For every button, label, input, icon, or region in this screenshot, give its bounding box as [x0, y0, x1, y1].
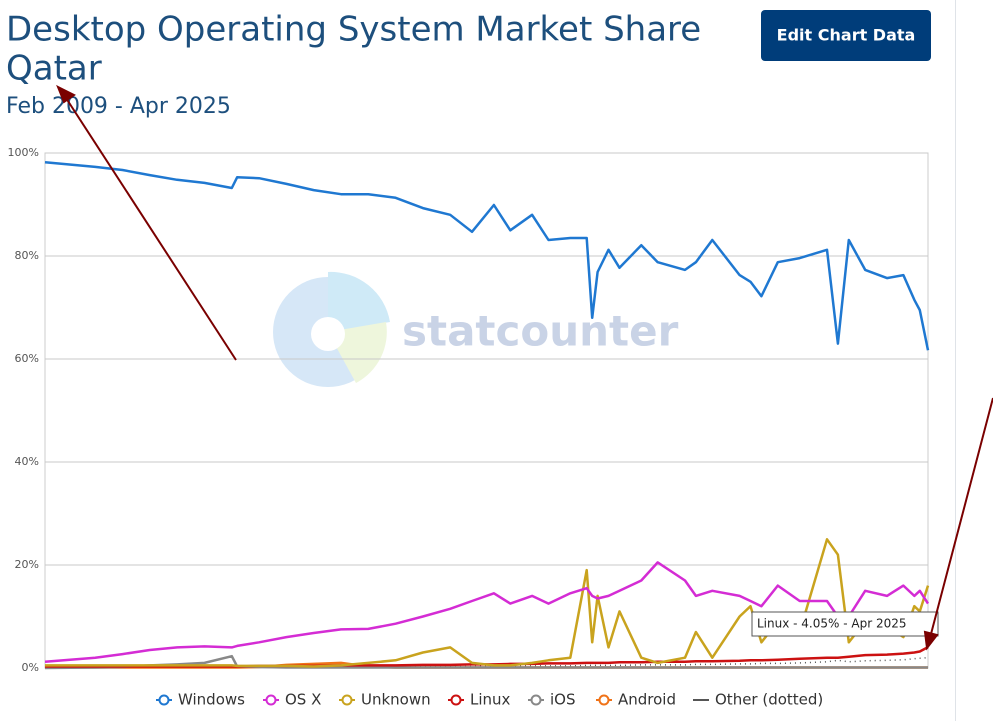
- y-tick-label: 100%: [8, 146, 39, 159]
- watermark-text: statcounter: [402, 307, 679, 356]
- y-tick-label: 0%: [22, 661, 39, 674]
- series-line: [45, 538, 930, 668]
- legend: Windows OS X Unknown Linux iOS Android Other (…: [156, 691, 823, 709]
- arrows: [56, 84, 993, 651]
- legend-marker: [265, 694, 277, 706]
- watermark: statcounter: [273, 271, 679, 387]
- series-line: [44, 161, 930, 351]
- grid: 0% 20% 40% 60% 80% 100%: [8, 146, 928, 674]
- tooltip: Linux - 4.05% - Apr 2025: [751, 611, 939, 637]
- legend-label: iOS: [550, 691, 576, 709]
- chart-title: Desktop Operating System Market Share: [6, 10, 701, 50]
- edit-button[interactable]: [761, 10, 931, 61]
- legend-label: Other (dotted): [715, 691, 823, 709]
- legend-label: Unknown: [361, 691, 431, 709]
- legend-label: OS X: [285, 691, 321, 709]
- legend-label: Android: [618, 691, 676, 709]
- watermark-logo: [328, 271, 390, 332]
- arrow: [65, 97, 237, 361]
- y-tick-label: 20%: [15, 558, 39, 571]
- legend-marker: [450, 694, 462, 706]
- legend-marker: [158, 694, 170, 706]
- y-tick-label: 60%: [15, 352, 39, 365]
- y-tick-label: 40%: [15, 455, 39, 468]
- lines: [44, 161, 930, 670]
- plot-frame: [44, 152, 929, 669]
- series-line: [44, 561, 930, 664]
- arrow-head: [923, 630, 939, 651]
- legend-marker: [530, 694, 542, 706]
- tooltip-box: [751, 611, 939, 637]
- watermark-logo: [311, 317, 345, 351]
- tooltip-text: Linux - 4.05% - Apr 2025: [757, 617, 906, 631]
- edit-button-label[interactable]: Edit Chart Data: [777, 26, 916, 45]
- arrow-head: [56, 84, 76, 104]
- legend-marker: [598, 694, 610, 706]
- legend-marker: [341, 694, 353, 706]
- chart-subtitle: Feb 2009 - Apr 2025: [6, 94, 231, 119]
- arrow: [930, 397, 993, 635]
- chart-title: Qatar: [6, 49, 102, 89]
- legend-label: Linux: [470, 691, 511, 709]
- y-tick-label: 80%: [15, 249, 39, 262]
- legend-label: Windows: [178, 691, 245, 709]
